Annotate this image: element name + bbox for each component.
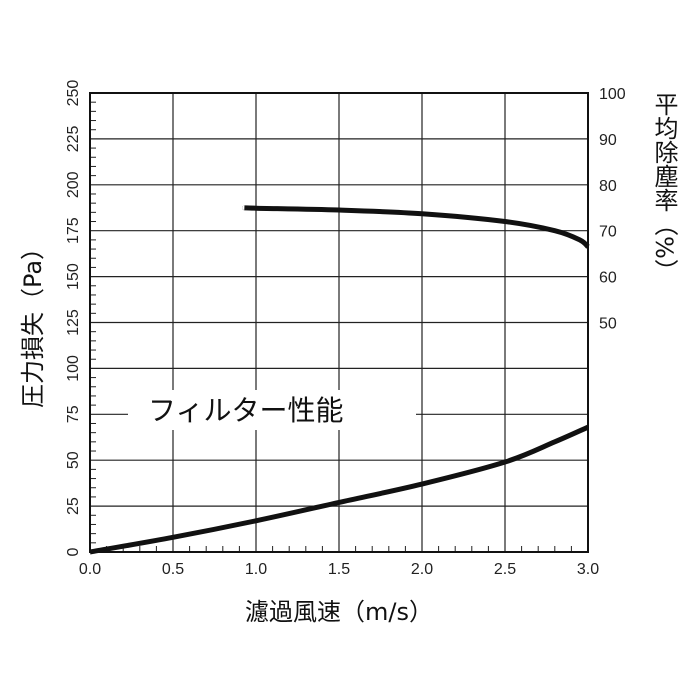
y-left-tick-label: 200 bbox=[65, 171, 82, 198]
y-left-tick-label: 0 bbox=[65, 547, 82, 556]
x-axis-title: 濾過風速（m/s） bbox=[245, 598, 433, 626]
pressure-loss-curve bbox=[89, 424, 590, 555]
y-left-tick-label: 75 bbox=[65, 405, 82, 423]
dust-removal-curve bbox=[242, 205, 590, 249]
y-left-tick-label: 250 bbox=[65, 80, 82, 107]
grid bbox=[89, 92, 589, 553]
annotation-label: フィルター性能 bbox=[148, 394, 343, 427]
x-tick-label: 2.0 bbox=[411, 561, 433, 578]
annotation-group: フィルター性能 bbox=[128, 390, 416, 430]
y-left-tick-label: 225 bbox=[65, 125, 82, 152]
x-axis: 0.0 0.5 1.0 1.5 2.0 2.5 3.0 bbox=[79, 561, 599, 578]
y-left-tick-label: 150 bbox=[65, 263, 82, 290]
y-right-tick-label: 90 bbox=[599, 132, 617, 149]
x-tick-label: 0.0 bbox=[79, 561, 101, 578]
y-left-tick-label: 25 bbox=[65, 497, 82, 515]
y-right-axis-title: 平均除塵率（%） bbox=[650, 92, 678, 283]
x-tick-label: 3.0 bbox=[577, 561, 599, 578]
y-left-tick-label: 100 bbox=[65, 355, 82, 382]
y-right-tick-label: 100 bbox=[599, 86, 626, 103]
y-axis-left: 0 25 50 75 100 125 150 175 200 225 250 bbox=[65, 80, 82, 557]
x-tick-label: 0.5 bbox=[162, 561, 184, 578]
annotation-background bbox=[128, 390, 416, 430]
y-left-tick-label: 50 bbox=[65, 451, 82, 469]
y-right-tick-label: 60 bbox=[599, 270, 617, 287]
y-left-axis-title: 圧力損失（Pa） bbox=[19, 236, 47, 408]
x-tick-label: 2.5 bbox=[494, 561, 516, 578]
y-axis-right: 50 60 70 80 90 100 bbox=[599, 86, 626, 333]
x-tick-label: 1.0 bbox=[245, 561, 267, 578]
series-group bbox=[89, 205, 590, 555]
x-tick-label: 1.5 bbox=[328, 561, 350, 578]
y-right-tick-label: 80 bbox=[599, 178, 617, 195]
y-left-tick-label: 175 bbox=[65, 217, 82, 244]
y-left-tick-label: 125 bbox=[65, 309, 82, 336]
y-right-tick-label: 50 bbox=[599, 316, 617, 333]
y-right-tick-label: 70 bbox=[599, 224, 617, 241]
axis-titles: 濾過風速（m/s） 圧力損失（Pa） 平均除塵率（%） bbox=[19, 92, 678, 626]
plot-frame bbox=[89, 92, 589, 553]
